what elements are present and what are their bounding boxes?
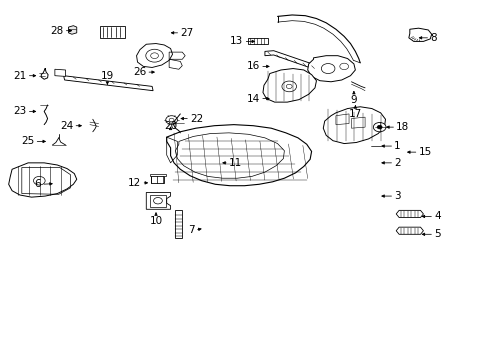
- Text: 17: 17: [348, 109, 361, 119]
- Text: 9: 9: [350, 95, 356, 105]
- Text: 11: 11: [228, 158, 242, 168]
- Polygon shape: [68, 26, 77, 34]
- Text: 5: 5: [433, 229, 440, 239]
- Text: 12: 12: [128, 178, 141, 188]
- Text: 10: 10: [149, 216, 162, 226]
- Text: 26: 26: [133, 67, 146, 77]
- Polygon shape: [248, 38, 267, 44]
- Polygon shape: [395, 227, 423, 234]
- Polygon shape: [151, 176, 164, 183]
- Polygon shape: [55, 69, 65, 76]
- Text: 27: 27: [180, 28, 193, 38]
- Text: 8: 8: [429, 33, 436, 43]
- Text: 20: 20: [163, 121, 177, 131]
- Polygon shape: [264, 51, 317, 70]
- Text: 6: 6: [35, 179, 41, 189]
- Text: 16: 16: [246, 62, 260, 71]
- Circle shape: [372, 122, 385, 132]
- Text: 3: 3: [393, 191, 400, 201]
- Circle shape: [376, 125, 381, 129]
- Text: 15: 15: [418, 147, 431, 157]
- Text: 25: 25: [21, 136, 34, 147]
- Text: 13: 13: [230, 36, 243, 46]
- Polygon shape: [136, 44, 172, 67]
- Polygon shape: [395, 210, 423, 217]
- Circle shape: [321, 64, 334, 73]
- Circle shape: [282, 81, 296, 92]
- Polygon shape: [100, 26, 125, 38]
- Polygon shape: [408, 28, 431, 41]
- Text: 21: 21: [13, 71, 27, 81]
- Ellipse shape: [198, 156, 223, 163]
- Circle shape: [165, 116, 177, 124]
- Text: 23: 23: [13, 107, 27, 116]
- Text: 24: 24: [60, 121, 73, 131]
- Text: 18: 18: [395, 122, 408, 132]
- Polygon shape: [263, 68, 316, 102]
- Polygon shape: [307, 56, 355, 82]
- Circle shape: [169, 118, 174, 122]
- Circle shape: [33, 176, 45, 185]
- Circle shape: [150, 53, 158, 59]
- Polygon shape: [166, 125, 311, 186]
- Text: 4: 4: [433, 211, 440, 221]
- Polygon shape: [175, 210, 182, 238]
- Text: 28: 28: [50, 26, 63, 36]
- Polygon shape: [323, 107, 385, 144]
- Text: 14: 14: [246, 94, 260, 104]
- Text: 7: 7: [188, 225, 195, 235]
- Circle shape: [286, 84, 291, 89]
- Circle shape: [339, 63, 348, 69]
- Circle shape: [145, 49, 163, 62]
- Polygon shape: [63, 76, 153, 91]
- Polygon shape: [149, 174, 165, 176]
- Circle shape: [153, 198, 162, 204]
- Text: 2: 2: [393, 158, 400, 168]
- Text: 1: 1: [393, 141, 400, 151]
- Polygon shape: [9, 163, 77, 197]
- Text: 22: 22: [190, 113, 203, 123]
- Text: 19: 19: [101, 71, 114, 81]
- Polygon shape: [146, 193, 170, 209]
